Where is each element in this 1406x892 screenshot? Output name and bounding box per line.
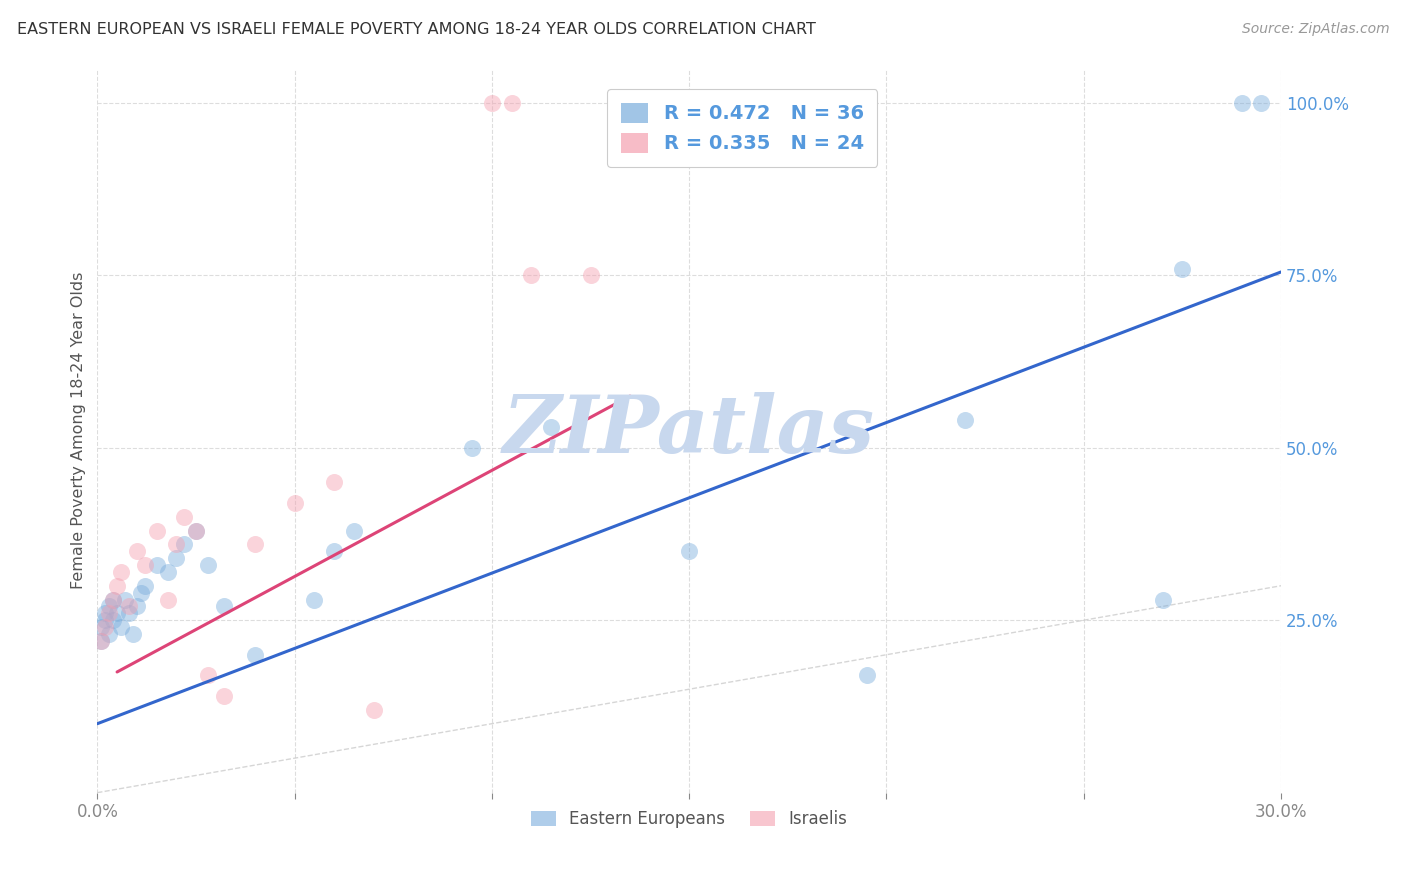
Eastern Europeans xyxy=(1250,95,1272,110)
Israelis xyxy=(110,565,132,579)
Eastern Europeans xyxy=(94,607,117,621)
Eastern Europeans xyxy=(678,544,700,558)
Israelis xyxy=(105,579,128,593)
Israelis xyxy=(197,668,219,682)
Eastern Europeans xyxy=(343,524,366,538)
Israelis xyxy=(94,620,117,634)
Israelis xyxy=(184,524,207,538)
Eastern Europeans xyxy=(114,592,136,607)
Eastern Europeans xyxy=(461,441,484,455)
Eastern Europeans xyxy=(197,558,219,572)
Eastern Europeans xyxy=(90,634,112,648)
Eastern Europeans xyxy=(101,613,124,627)
Legend: Eastern Europeans, Israelis: Eastern Europeans, Israelis xyxy=(524,804,853,835)
Israelis xyxy=(481,95,503,110)
Eastern Europeans xyxy=(304,592,326,607)
Israelis xyxy=(134,558,156,572)
Eastern Europeans xyxy=(134,579,156,593)
Eastern Europeans xyxy=(1171,261,1194,276)
Eastern Europeans xyxy=(129,585,152,599)
Eastern Europeans xyxy=(173,537,195,551)
Eastern Europeans xyxy=(212,599,235,614)
Text: Source: ZipAtlas.com: Source: ZipAtlas.com xyxy=(1241,22,1389,37)
Eastern Europeans xyxy=(955,413,977,427)
Israelis xyxy=(284,496,307,510)
Israelis xyxy=(90,634,112,648)
Israelis xyxy=(157,592,180,607)
Eastern Europeans xyxy=(1230,95,1253,110)
Israelis xyxy=(323,475,346,490)
Eastern Europeans xyxy=(118,607,141,621)
Eastern Europeans xyxy=(165,551,187,566)
Text: ZIPatlas: ZIPatlas xyxy=(503,392,875,469)
Israelis xyxy=(98,607,121,621)
Israelis xyxy=(145,524,167,538)
Eastern Europeans xyxy=(1152,592,1174,607)
Eastern Europeans xyxy=(243,648,266,662)
Eastern Europeans xyxy=(105,607,128,621)
Eastern Europeans xyxy=(90,620,112,634)
Eastern Europeans xyxy=(94,613,117,627)
Eastern Europeans xyxy=(145,558,167,572)
Y-axis label: Female Poverty Among 18-24 Year Olds: Female Poverty Among 18-24 Year Olds xyxy=(72,272,86,590)
Israelis xyxy=(243,537,266,551)
Eastern Europeans xyxy=(157,565,180,579)
Eastern Europeans xyxy=(125,599,148,614)
Eastern Europeans xyxy=(121,627,143,641)
Israelis xyxy=(173,509,195,524)
Israelis xyxy=(212,689,235,703)
Eastern Europeans xyxy=(184,524,207,538)
Eastern Europeans xyxy=(98,627,121,641)
Israelis xyxy=(101,592,124,607)
Eastern Europeans xyxy=(101,592,124,607)
Eastern Europeans xyxy=(323,544,346,558)
Eastern Europeans xyxy=(855,668,877,682)
Israelis xyxy=(520,268,543,283)
Israelis xyxy=(579,268,602,283)
Eastern Europeans xyxy=(98,599,121,614)
Eastern Europeans xyxy=(540,420,562,434)
Text: EASTERN EUROPEAN VS ISRAELI FEMALE POVERTY AMONG 18-24 YEAR OLDS CORRELATION CHA: EASTERN EUROPEAN VS ISRAELI FEMALE POVER… xyxy=(17,22,815,37)
Israelis xyxy=(165,537,187,551)
Israelis xyxy=(118,599,141,614)
Eastern Europeans xyxy=(110,620,132,634)
Israelis xyxy=(125,544,148,558)
Israelis xyxy=(501,95,523,110)
Israelis xyxy=(363,703,385,717)
